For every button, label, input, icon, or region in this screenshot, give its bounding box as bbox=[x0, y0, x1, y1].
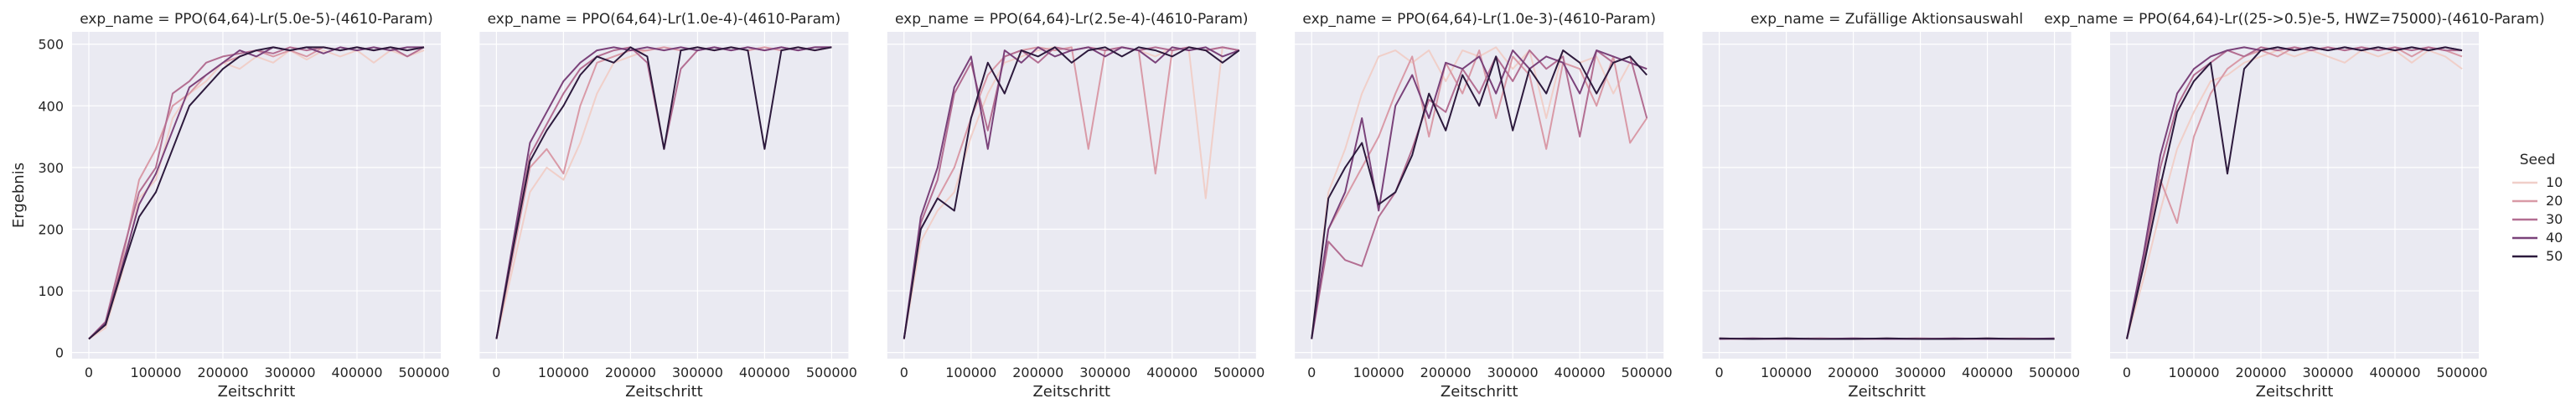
x-tick-label: 300000 bbox=[264, 365, 315, 380]
y-tick-label: 100 bbox=[38, 283, 64, 299]
x-tick-label: 100000 bbox=[945, 365, 996, 380]
series-line-seed-30 bbox=[1311, 49, 1648, 339]
x-tick-label: 0 bbox=[1307, 365, 1316, 380]
x-tick-label: 300000 bbox=[1487, 365, 1539, 380]
x-tick-label: 400000 bbox=[2369, 365, 2420, 380]
x-axis-label: Zeitschritt bbox=[218, 383, 296, 401]
x-tick-label: 400000 bbox=[1146, 365, 1197, 380]
facet-panel: 0 100000 200000 300000 400000 500000 Zeitschri… bbox=[887, 11, 1265, 401]
x-tick-label: 200000 bbox=[1828, 365, 1879, 380]
facet-title: exp_name = PPO(64,64)-Lr(5.0e-5)-(4610-P… bbox=[80, 11, 433, 28]
x-tick-label: 300000 bbox=[1079, 365, 1130, 380]
series-line-seed-20 bbox=[1311, 49, 1648, 339]
series-line-seed-30 bbox=[2126, 46, 2462, 339]
x-tick-label: 500000 bbox=[2436, 365, 2487, 380]
facet-panel: 0 100000 200000 300000 400000 500000 Zeitschri… bbox=[479, 11, 857, 401]
facet-title: exp_name = PPO(64,64)-Lr((25->0.5)e-5, H… bbox=[2044, 11, 2544, 28]
x-tick-label: 0 bbox=[85, 365, 93, 380]
x-tick-label: 500000 bbox=[806, 365, 857, 380]
facet-title: exp_name = Zufällige Aktionsauswahl bbox=[1751, 11, 2023, 28]
series-line-seed-40 bbox=[495, 46, 832, 339]
y-tick-label: 200 bbox=[38, 221, 64, 237]
x-tick-label: 400000 bbox=[331, 365, 382, 380]
x-tick-label: 100000 bbox=[538, 365, 589, 380]
x-tick-label: 300000 bbox=[1895, 365, 1946, 380]
panel-background bbox=[2110, 32, 2479, 359]
x-tick-label: 0 bbox=[492, 365, 500, 380]
legend-label: 10 bbox=[2546, 174, 2563, 190]
y-tick-label: 300 bbox=[38, 160, 64, 176]
y-tick-label: 500 bbox=[38, 37, 64, 53]
x-axis-label: Zeitschritt bbox=[1441, 383, 1518, 401]
x-axis-label: Zeitschritt bbox=[625, 383, 703, 401]
panel-background bbox=[1702, 32, 2072, 359]
x-axis-label: Zeitschritt bbox=[1848, 383, 1926, 401]
x-tick-label: 0 bbox=[2123, 365, 2131, 380]
series-line-seed-50 bbox=[88, 46, 425, 340]
facet-title: exp_name = PPO(64,64)-Lr(2.5e-4)-(4610-P… bbox=[895, 11, 1249, 28]
series-line-seed-40 bbox=[903, 46, 1240, 339]
x-axis-label: Zeitschritt bbox=[2256, 383, 2334, 401]
series-line-seed-40 bbox=[88, 46, 424, 340]
facet-panel: 0 100000 200000 300000 400000 500000 0 100 200 30… bbox=[10, 11, 450, 401]
x-tick-label: 400000 bbox=[739, 365, 790, 380]
y-axis-label: Ergebnis bbox=[10, 163, 28, 228]
x-tick-label: 200000 bbox=[605, 365, 656, 380]
series-line-seed-20 bbox=[495, 46, 832, 339]
x-tick-label: 200000 bbox=[1012, 365, 1063, 380]
x-tick-label: 100000 bbox=[1353, 365, 1404, 380]
legend: Seed 10 20 30 40 50 bbox=[2512, 152, 2563, 264]
legend-label: 40 bbox=[2546, 230, 2563, 246]
x-tick-label: 0 bbox=[900, 365, 908, 380]
x-tick-label: 400000 bbox=[1962, 365, 2013, 380]
x-tick-label: 500000 bbox=[398, 365, 449, 380]
facet-title: exp_name = PPO(64,64)-Lr(1.0e-3)-(4610-P… bbox=[1302, 11, 1656, 28]
panel-background bbox=[72, 32, 441, 359]
legend-label: 20 bbox=[2546, 193, 2563, 209]
x-tick-label: 400000 bbox=[1554, 365, 1606, 380]
facet-panel: 0 100000 200000 300000 400000 500000 Zeitschri… bbox=[1702, 11, 2080, 401]
x-tick-label: 500000 bbox=[2029, 365, 2080, 380]
series-line-seed-50 bbox=[2126, 46, 2463, 339]
x-tick-label: 200000 bbox=[1420, 365, 1472, 380]
x-tick-label: 0 bbox=[1715, 365, 1724, 380]
panel-background bbox=[1295, 32, 1664, 359]
legend-title: Seed bbox=[2520, 152, 2556, 168]
x-tick-label: 100000 bbox=[2168, 365, 2219, 380]
legend-label: 50 bbox=[2546, 248, 2563, 264]
x-tick-label: 100000 bbox=[1761, 365, 1812, 380]
series-line-seed-40 bbox=[1311, 49, 1648, 339]
legend-label: 30 bbox=[2546, 211, 2563, 227]
x-tick-label: 200000 bbox=[197, 365, 248, 380]
x-tick-label: 100000 bbox=[130, 365, 181, 380]
facet-panel: 0 100000 200000 300000 400000 500000 Zeitschri… bbox=[1295, 11, 1673, 401]
facet-title: exp_name = PPO(64,64)-Lr(1.0e-4)-(4610-P… bbox=[488, 11, 841, 28]
x-tick-label: 500000 bbox=[1622, 365, 1673, 380]
x-axis-label: Zeitschritt bbox=[1032, 383, 1110, 401]
panel-background bbox=[887, 32, 1256, 359]
y-tick-label: 0 bbox=[55, 345, 64, 361]
x-tick-label: 500000 bbox=[1213, 365, 1265, 380]
x-tick-label: 300000 bbox=[2302, 365, 2353, 380]
series-line-seed-10 bbox=[2126, 49, 2463, 339]
series-line-seed-50 bbox=[495, 46, 832, 339]
y-tick-label: 400 bbox=[38, 98, 64, 114]
panel-background bbox=[479, 32, 849, 359]
series-line-seed-50 bbox=[903, 46, 1240, 339]
series-line-seed-50 bbox=[1311, 49, 1648, 339]
x-tick-label: 200000 bbox=[2235, 365, 2286, 380]
facet-panel: 0 100000 200000 300000 400000 500000 Zeitschri… bbox=[2044, 11, 2544, 401]
x-tick-label: 300000 bbox=[672, 365, 723, 380]
